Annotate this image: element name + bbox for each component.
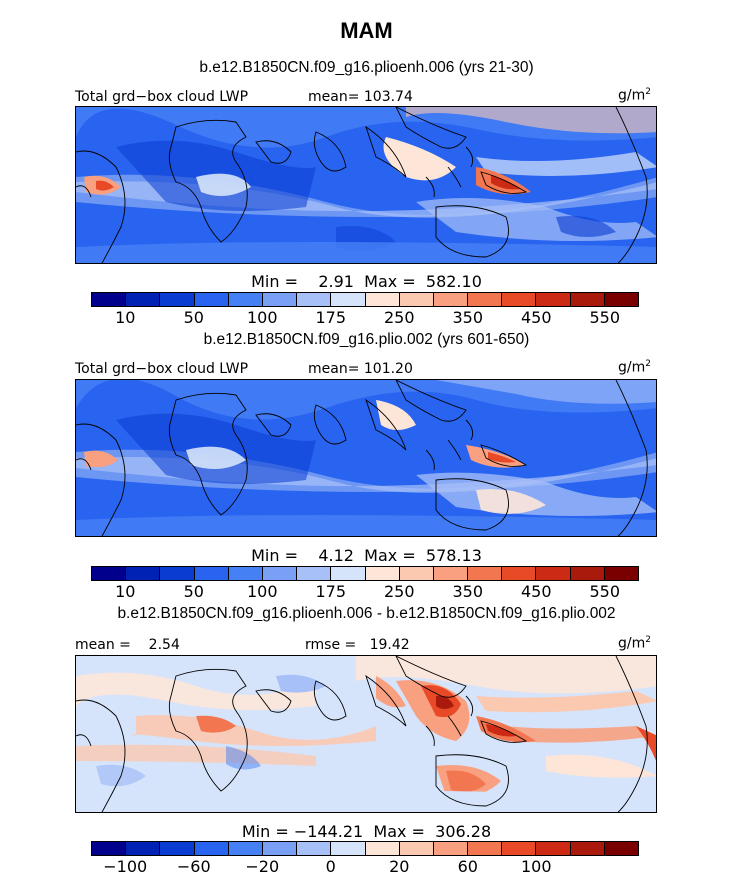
panel3-units-label: g/m2 <box>618 635 651 652</box>
colorbar-swatch <box>92 842 127 855</box>
panel1-map <box>75 106 657 264</box>
figure-title: MAM <box>340 18 393 43</box>
panel2-variable-label: Total grd−box cloud LWP <box>75 361 249 377</box>
panel1-mean-label: mean= 103.74 <box>308 89 413 105</box>
colorbar-swatch <box>502 567 537 580</box>
colorbar-tick-label: −60 <box>176 857 211 876</box>
colorbar-tick-label: 450 <box>520 582 552 601</box>
colorbar-swatch <box>399 293 434 306</box>
panel3-map-field <box>76 656 656 812</box>
panel3-map <box>75 655 657 813</box>
panel1-map-field <box>76 107 656 263</box>
colorbar-tick-label: 350 <box>452 308 484 327</box>
colorbar-swatch <box>92 293 127 306</box>
colorbar-swatch <box>433 293 469 306</box>
colorbar-swatch <box>331 293 366 306</box>
panel1-variable-label: Total grd−box cloud LWP <box>75 89 249 105</box>
panel2-map-field <box>76 380 656 536</box>
colorbar-swatch <box>228 842 263 855</box>
colorbar-swatch <box>297 842 332 855</box>
colorbar-swatch <box>468 293 503 306</box>
panel1-minmax: Min = 2.91 Max = 582.10 <box>251 272 482 291</box>
panel1-case-title: b.e12.B1850CN.f09_g16.plioenh.006 (yrs 2… <box>199 59 534 76</box>
panel3-minmax: Min = −144.21 Max = 306.28 <box>241 822 492 841</box>
panel2-mean-label: mean= 101.20 <box>308 361 413 377</box>
colorbar-swatch <box>604 842 638 855</box>
colorbar-tick-label: 350 <box>452 582 484 601</box>
colorbar-swatch <box>365 842 400 855</box>
colorbar-swatch <box>160 842 195 855</box>
panel3-colorbar <box>91 841 639 856</box>
colorbar-swatch <box>604 567 638 580</box>
colorbar-swatch <box>604 293 638 306</box>
panel2-case-title: b.e12.B1850CN.f09_g16.plio.002 (yrs 601-… <box>203 331 530 348</box>
colorbar-swatch <box>502 842 537 855</box>
colorbar-tick-label: 250 <box>383 582 415 601</box>
colorbar-swatch <box>228 293 263 306</box>
colorbar-tick-label: 0 <box>325 857 336 876</box>
colorbar-swatch <box>126 842 161 855</box>
colorbar-swatch <box>262 842 298 855</box>
colorbar-swatch <box>433 842 469 855</box>
colorbar-tick-label: 100 <box>246 582 278 601</box>
panel1-units-label: g/m2 <box>618 87 651 104</box>
colorbar-swatch <box>262 567 298 580</box>
colorbar-swatch <box>126 567 161 580</box>
colorbar-tick-label: 10 <box>115 308 136 327</box>
colorbar-swatch <box>365 293 400 306</box>
colorbar-swatch <box>399 842 434 855</box>
colorbar-tick-label: 20 <box>389 857 410 876</box>
colorbar-swatch <box>297 293 332 306</box>
panel2-map <box>75 379 657 537</box>
colorbar-swatch <box>570 567 605 580</box>
colorbar-swatch <box>433 567 469 580</box>
colorbar-swatch <box>570 842 605 855</box>
colorbar-swatch <box>194 842 229 855</box>
colorbar-tick-label: 450 <box>520 308 552 327</box>
colorbar-tick-label: 175 <box>315 308 347 327</box>
colorbar-tick-label: 50 <box>183 582 204 601</box>
panel3-case-title: b.e12.B1850CN.f09_g16.plioenh.006 - b.e1… <box>117 605 616 622</box>
colorbar-swatch <box>502 293 537 306</box>
colorbar-tick-label: 100 <box>246 308 278 327</box>
colorbar-tick-label: 550 <box>589 308 621 327</box>
colorbar-swatch <box>536 293 571 306</box>
colorbar-swatch <box>126 293 161 306</box>
colorbar-swatch <box>160 293 195 306</box>
colorbar-tick-label: 50 <box>183 308 204 327</box>
colorbar-swatch <box>365 567 400 580</box>
colorbar-swatch <box>160 567 195 580</box>
colorbar-swatch <box>228 567 263 580</box>
colorbar-swatch <box>536 567 571 580</box>
colorbar-swatch <box>570 293 605 306</box>
panel3-mean-label: mean = 2.54 <box>75 637 180 653</box>
colorbar-tick-label: 10 <box>115 582 136 601</box>
colorbar-swatch <box>331 567 366 580</box>
colorbar-swatch <box>468 842 503 855</box>
colorbar-swatch <box>194 293 229 306</box>
colorbar-tick-label: −100 <box>103 857 148 876</box>
colorbar-tick-label: 60 <box>457 857 478 876</box>
colorbar-swatch <box>468 567 503 580</box>
colorbar-tick-label: 100 <box>520 857 552 876</box>
panel2-units-label: g/m2 <box>618 359 651 376</box>
colorbar-tick-label: 175 <box>315 582 347 601</box>
colorbar-swatch <box>331 842 366 855</box>
panel2-minmax: Min = 4.12 Max = 578.13 <box>251 546 482 565</box>
colorbar-swatch <box>262 293 298 306</box>
panel1-colorbar <box>91 292 639 307</box>
colorbar-swatch <box>194 567 229 580</box>
colorbar-tick-label: 250 <box>383 308 415 327</box>
panel2-colorbar <box>91 566 639 581</box>
colorbar-swatch <box>536 842 571 855</box>
panel3-rmse-label: rmse = 19.42 <box>305 637 410 653</box>
colorbar-tick-label: 550 <box>589 582 621 601</box>
colorbar-swatch <box>92 567 127 580</box>
colorbar-swatch <box>399 567 434 580</box>
colorbar-swatch <box>297 567 332 580</box>
colorbar-tick-label: −20 <box>245 857 280 876</box>
